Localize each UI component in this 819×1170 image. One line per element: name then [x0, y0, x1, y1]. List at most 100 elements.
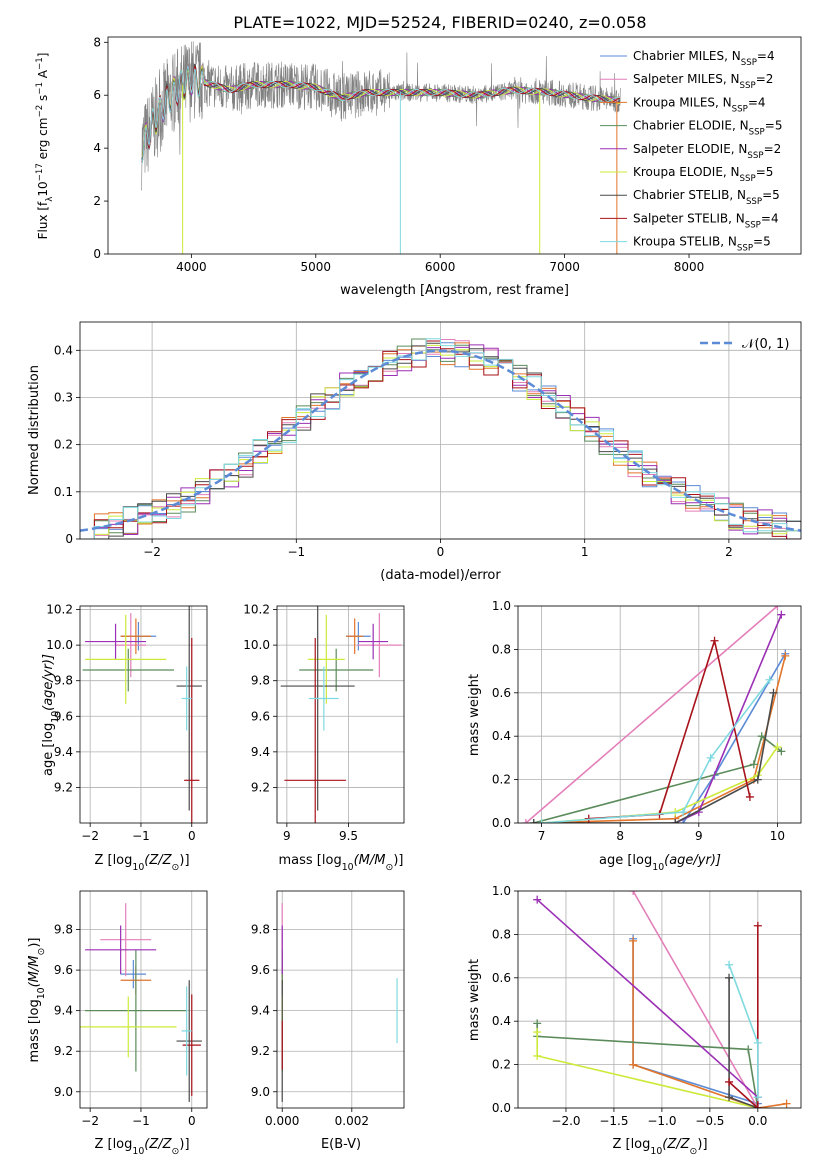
y-tick-label: 0.8: [492, 927, 511, 941]
marker-chabrier-stelib: [769, 688, 778, 697]
y-tick-label: 0.4: [54, 343, 73, 357]
marker-kroupa-miles: [782, 1099, 791, 1108]
y-tick-label: 9.0: [251, 1085, 270, 1099]
marker-kroupa-elodie: [773, 743, 782, 752]
errorbar-kroupa-stelib: [309, 666, 339, 731]
errorbar-kroupa-miles: [346, 618, 364, 655]
plot-area-age-Z: [82, 606, 202, 823]
normal-curve: [80, 349, 801, 532]
legend-entry-kroupa-stelib: Kroupa STELIB, NSSP=5: [633, 235, 771, 254]
y-tick-label: 0.3: [54, 390, 73, 404]
y-tick-label: 0.6: [492, 686, 511, 700]
y-tick-label: 9.8: [251, 674, 270, 688]
series-kroupa-stelib: [725, 960, 762, 1102]
plot-area-massweight-age: [521, 606, 790, 823]
marker-salpeter-stelib: [725, 1077, 734, 1086]
y-tick-label: 0.2: [492, 1058, 511, 1072]
errorbar-chabrier-elodie: [299, 648, 374, 692]
marker-salpeter-miles: [521, 819, 530, 823]
y-axis-label: Flux [fλ10−17 erg cm−2 s−1 A−1]: [35, 53, 55, 240]
series-line-salpeter-elodie: [536, 899, 759, 1098]
marker-chabrier-elodie: [744, 1045, 753, 1054]
y-tick-label: 9.6: [251, 963, 270, 977]
chart-age-mass: 9 9.5 9.2 9.4 9.6 9.8 10.0 10.2 mass [log10(M/M⊙…: [243, 603, 405, 873]
chart-residuals: −2 −1 0 1 2 0 0.1 0.2 0.3 0.4 𝒩(0, 1) (data-model)/…: [27, 321, 802, 583]
chart-age-Z: −2 −1 0 9.2 9.4 9.6 9.8 10.0 10.2 Z [log10(Z/Z⊙)]…: [41, 603, 208, 873]
y-tick-label: 9.4: [54, 1004, 73, 1018]
x-tick-label: −0.5: [695, 1114, 724, 1128]
plot-area-mass-ebv: [281, 903, 398, 1102]
marker-salpeter-stelib: [710, 636, 719, 645]
errorbar-salpeter-elodie: [85, 925, 157, 975]
series-salpeter-miles: [521, 606, 782, 823]
y-tick-label: 10.2: [46, 603, 73, 617]
series-line-kroupa-miles: [541, 655, 787, 823]
y-tick-label: 9.2: [54, 1044, 73, 1058]
errorbar-salpeter-stelib: [284, 638, 347, 823]
series-line-chabrier-stelib: [533, 692, 775, 823]
errorbar-kroupa-elodie: [307, 614, 345, 704]
y-axis-label: age [log10(age/yr)]: [41, 654, 61, 776]
errorbar-chabrier-stelib: [176, 606, 202, 811]
plot-area-age-mass: [280, 606, 402, 823]
series-line-salpeter-stelib: [588, 637, 751, 820]
chart-spectrum: 4000 5000 6000 7000 8000 0 2 4 6 8 wavelength [Ang…: [35, 35, 802, 298]
errorbar-salpeter-stelib: [182, 994, 201, 1096]
y-tick-label: 0.0: [492, 816, 511, 830]
y-tick-label: 0.0: [492, 1101, 511, 1115]
legend-entry-kroupa-elodie: Kroupa ELODIE, NSSP=5: [633, 165, 773, 184]
marker-chabrier-stelib: [725, 1093, 734, 1102]
legend-entry-chabrier-miles: Chabrier MILES, NSSP=4: [633, 49, 775, 68]
y-tick-label: 0.8: [492, 642, 511, 656]
y-tick-label: 0: [65, 532, 73, 546]
y-tick-label: 9.8: [251, 923, 270, 937]
x-tick-label: −1: [287, 545, 305, 559]
y-axis-label: mass [log10(M/M⊙)]: [27, 938, 47, 1063]
marker-chabrier-stelib: [753, 775, 762, 784]
errorbar-kroupa-elodie: [80, 996, 177, 1058]
x-axis-label: wavelength [Angstrom, rest frame]: [340, 283, 569, 298]
marker-chabrier-stelib: [529, 819, 538, 823]
y-tick-label: 9.8: [54, 923, 73, 937]
chart-massweight-Z: −2.0 −1.5 −1.0 −0.5 0.0 0.0 0.2 0.4 0.6 0.8 1.0 Z […: [467, 884, 802, 1157]
marker-kroupa-stelib: [753, 1093, 762, 1102]
chart-mass-ebv: 0.000 0.002 9.0 9.2 9.4 9.6 9.8 E(B-V): [251, 890, 405, 1152]
plot-area-mass-Z: [80, 903, 202, 1102]
marker-chabrier-miles: [679, 819, 688, 823]
marker-chabrier-elodie: [749, 760, 758, 769]
x-tick-label: 0: [437, 545, 445, 559]
series-line-salpeter-stelib: [728, 925, 759, 1108]
y-tick-label: 1.0: [492, 599, 511, 613]
marker-kroupa-miles: [629, 1060, 638, 1069]
errorbar-chabrier-stelib: [176, 980, 202, 1102]
legend-entry-salpeter-miles: Salpeter MILES, NSSP=2: [633, 72, 773, 91]
y-tick-label: 9.2: [54, 780, 73, 794]
x-tick-label: −1: [132, 829, 150, 843]
x-tick-label: 0.002: [335, 1114, 369, 1128]
x-tick-label: −1: [132, 1114, 150, 1128]
legend-entry-kroupa-miles: Kroupa MILES, NSSP=4: [633, 95, 766, 114]
y-tick-label: 9.6: [54, 709, 73, 723]
x-tick-label: 8: [616, 829, 624, 843]
errorbar-salpeter-elodie: [85, 623, 147, 660]
axes-frame: [79, 321, 802, 540]
x-tick-label: 7000: [549, 260, 580, 274]
y-tick-label: 1.0: [492, 884, 511, 898]
y-tick-label: 9.8: [54, 674, 73, 688]
y-tick-label: 0.4: [492, 1014, 511, 1028]
series-salpeter-stelib: [725, 921, 762, 1108]
x-axis-label: Z [log10(Z/Z⊙)]: [94, 1137, 189, 1157]
series-line-chabrier-elodie: [536, 1023, 759, 1108]
y-tick-label: 9.4: [251, 1004, 270, 1018]
y-tick-label: 9.0: [54, 1085, 73, 1099]
series-chabrier-miles: [629, 934, 762, 1108]
x-tick-label: −2: [143, 545, 161, 559]
x-tick-label: 5000: [301, 260, 332, 274]
marker-kroupa-miles: [629, 936, 638, 945]
marker-kroupa-stelib: [725, 960, 734, 969]
spectrum-model-salpeter-elodie: [141, 63, 621, 158]
y-tick-label: 0.4: [492, 729, 511, 743]
errorbar-chabrier-stelib: [280, 606, 355, 811]
axes-frame: [276, 605, 405, 824]
